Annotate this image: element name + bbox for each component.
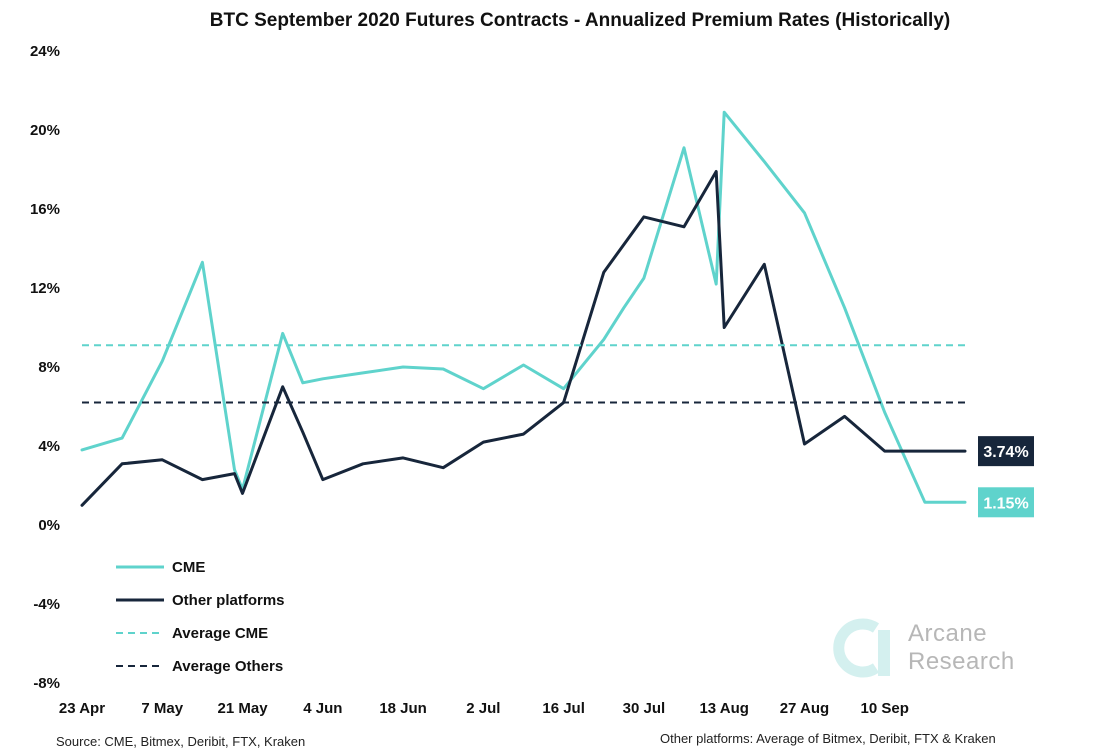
end-label-box [978,436,1034,467]
x-tick-label: 10 Sep [861,700,909,717]
y-tick-label: 8% [38,359,60,376]
x-tick-label: 18 Jun [379,700,427,717]
series-line-other-platforms [80,170,967,507]
y-tick-label: 12% [30,280,60,297]
tick-layer: -8% -4% 0% 4% 8% 12% 16% 20% 24% 23 Apr 7 May 21 Ma… [30,43,909,717]
x-tick-label: 21 May [218,700,269,717]
y-tick-label: 16% [30,201,60,218]
end-label-box [978,487,1034,518]
x-tick-label: 4 Jun [303,700,342,717]
y-tick-label: -8% [33,675,60,692]
x-tick-label: 23 Apr [59,700,105,717]
x-tick-label: 7 May [141,700,183,717]
watermark-line1: Arcane [908,620,988,647]
x-tick-label: 13 Aug [699,700,748,717]
y-tick-label: 4% [38,438,60,455]
x-tick-label: 30 Jul [623,700,666,717]
watermark-line2: Research [908,648,1015,675]
legend: CME Other platforms Average CME Average Oth… [116,559,285,675]
y-tick-label: -4% [33,596,60,613]
legend-label: Average CME [172,625,268,642]
series-line-cme [80,110,967,504]
chart-title: BTC September 2020 Futures Contracts - A… [209,10,951,31]
platform-note: Other platforms: Average of Bitmex, Deri… [660,731,996,746]
x-tick-label: 27 Aug [780,700,829,717]
series-layer [80,110,967,507]
x-tick-label: 2 Jul [466,700,500,717]
legend-label: Average Others [172,658,283,675]
x-tick-label: 16 Jul [542,700,585,717]
end-label: 3.74% [983,444,1028,461]
legend-label: CME [172,559,205,576]
y-tick-label: 24% [30,43,60,60]
end-label: 1.15% [983,495,1028,512]
end-labels: 1.15% 3.74% [978,436,1034,518]
y-tick-label: 20% [30,122,60,139]
arcane-logo-icon [833,618,890,678]
source-note: Source: CME, Bitmex, Deribit, FTX, Krake… [56,734,306,749]
arcane-research-logo: Arcane Research [832,618,1014,683]
y-tick-label: 0% [38,517,60,534]
legend-label: Other platforms [172,592,285,609]
